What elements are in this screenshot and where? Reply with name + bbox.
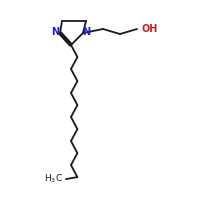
- Text: N: N: [83, 27, 91, 37]
- Text: N: N: [52, 27, 60, 37]
- Text: H$_3$C: H$_3$C: [44, 172, 63, 185]
- Text: OH: OH: [142, 24, 158, 34]
